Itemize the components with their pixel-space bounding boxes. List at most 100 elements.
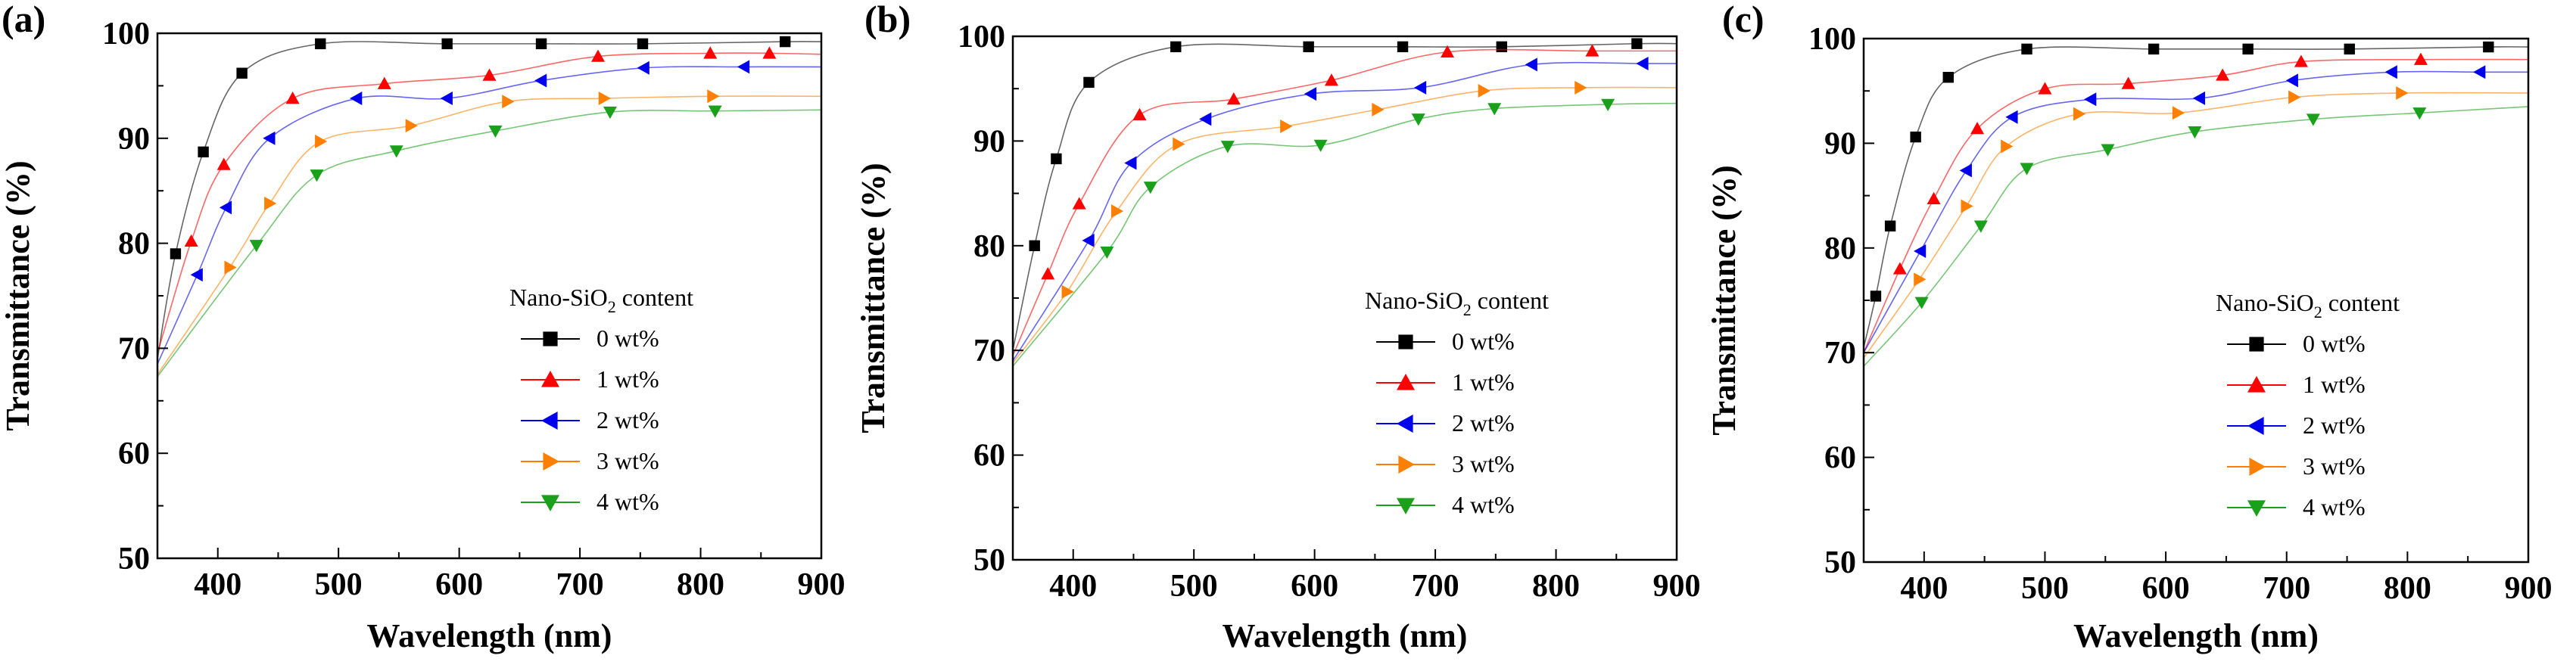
data-point-0-2 bbox=[236, 67, 248, 79]
data-point-2-6 bbox=[1636, 56, 1649, 70]
x-tick-label: 800 bbox=[2384, 571, 2431, 606]
series-line-4 bbox=[1013, 102, 1677, 367]
chart-panel-b: 400 500 600 700 800 900 50 60 70 80 90 100 Wavelengt… bbox=[855, 0, 1701, 654]
legend-title-subscript: 2 bbox=[1463, 300, 1472, 319]
data-point-2-4 bbox=[440, 92, 453, 106]
data-point-0-4 bbox=[441, 38, 453, 50]
series-line-3 bbox=[1864, 92, 2528, 359]
x-tick-label: 700 bbox=[1412, 569, 1459, 604]
x-tick-label: 500 bbox=[1170, 569, 1218, 604]
legend-label-1: 1 wt% bbox=[2303, 371, 2366, 398]
data-point-1-2 bbox=[1132, 107, 1147, 120]
data-point-3-5 bbox=[2288, 90, 2301, 104]
data-point-2-1 bbox=[1959, 163, 1972, 178]
data-point-1-2 bbox=[1970, 122, 1985, 135]
y-axis-label: Transmittance (%) bbox=[1705, 165, 1743, 435]
legend-marker-0 bbox=[543, 331, 558, 346]
legend: Nano-SiO2 content 0 wt% 1 wt% 2 wt% 3 wt% 4 w… bbox=[2216, 289, 2400, 520]
series-line-1 bbox=[1013, 48, 1677, 356]
legend-marker-3 bbox=[543, 452, 559, 471]
series-line-0 bbox=[157, 41, 821, 359]
legend-title-rest: content bbox=[2322, 289, 2400, 316]
data-point-3-6 bbox=[1575, 80, 1587, 95]
series-line-1 bbox=[157, 52, 821, 354]
data-point-4-6 bbox=[2412, 107, 2427, 120]
data-point-3-6 bbox=[2396, 85, 2409, 100]
x-tick-label: 700 bbox=[556, 567, 604, 602]
series-line-1 bbox=[1864, 58, 2528, 353]
data-point-0-4 bbox=[1303, 41, 1314, 53]
series-line-3 bbox=[1013, 86, 1677, 364]
y-tick-label: 70 bbox=[118, 331, 150, 366]
x-tick-label: 400 bbox=[194, 567, 241, 602]
x-tick-label: 400 bbox=[1900, 571, 1948, 606]
data-point-3-1 bbox=[264, 196, 277, 210]
series-line-2 bbox=[1864, 70, 2528, 353]
data-point-4-3 bbox=[1313, 139, 1328, 152]
data-point-4-5 bbox=[1487, 103, 1502, 116]
data-point-4-4 bbox=[2188, 126, 2202, 139]
data-point-2-5 bbox=[2285, 73, 2298, 88]
y-tick-label: 80 bbox=[118, 227, 150, 262]
data-point-1-4 bbox=[1324, 73, 1338, 86]
data-point-1-6 bbox=[2294, 54, 2308, 67]
data-point-2-0 bbox=[190, 268, 203, 282]
legend-marker-2 bbox=[1397, 415, 1413, 433]
data-point-1-1 bbox=[1072, 197, 1086, 210]
data-point-2-1 bbox=[1124, 156, 1137, 170]
data-point-2-4 bbox=[2192, 91, 2205, 105]
data-point-0-3 bbox=[315, 38, 326, 50]
data-point-4-4 bbox=[1411, 113, 1425, 126]
legend-title-main: Nano-SiO bbox=[509, 284, 608, 311]
data-point-1-3 bbox=[377, 76, 391, 89]
plot-frame bbox=[156, 32, 823, 560]
data-point-1-5 bbox=[2216, 68, 2230, 81]
data-point-4-0 bbox=[1100, 246, 1114, 259]
series-line-2 bbox=[157, 66, 821, 365]
data-point-4-5 bbox=[708, 105, 722, 118]
data-point-2-3 bbox=[2084, 92, 2097, 107]
y-tick-label: 90 bbox=[973, 124, 1005, 159]
data-point-0-0 bbox=[170, 248, 182, 259]
legend-title-main: Nano-SiO bbox=[2216, 289, 2314, 316]
data-point-2-1 bbox=[219, 200, 232, 215]
legend-label-4: 4 wt% bbox=[1452, 491, 1515, 518]
y-tick-label: 50 bbox=[973, 543, 1005, 578]
data-point-2-0 bbox=[1914, 244, 1927, 258]
y-tick-label: 50 bbox=[118, 542, 150, 576]
data-point-1-0 bbox=[1892, 262, 1907, 275]
y-tick-label: 80 bbox=[973, 229, 1005, 264]
legend-title-subscript: 2 bbox=[2314, 303, 2322, 322]
data-point-4-4 bbox=[603, 106, 617, 120]
y-tick-label: 80 bbox=[1824, 231, 1856, 266]
data-point-0-5 bbox=[2148, 43, 2160, 55]
data-point-3-4 bbox=[502, 95, 515, 109]
data-point-0-2 bbox=[1910, 131, 1921, 143]
data-point-1-2 bbox=[285, 92, 300, 104]
panel-label: (a) bbox=[2, 0, 45, 40]
chart-panel-c: 400 500 600 700 800 900 50 60 70 80 90 100 Wavelengt… bbox=[1705, 0, 2553, 654]
legend-marker-3 bbox=[2249, 458, 2266, 476]
x-tick-label: 900 bbox=[1653, 569, 1701, 604]
plot-frame bbox=[1862, 37, 2530, 564]
data-point-0-5 bbox=[535, 38, 547, 50]
x-tick-label: 500 bbox=[315, 567, 363, 602]
y-axis-label: Transmittance (%) bbox=[0, 160, 36, 430]
legend-marker-0 bbox=[2249, 337, 2264, 352]
data-point-3-5 bbox=[1478, 83, 1490, 98]
data-point-3-4 bbox=[2172, 106, 2185, 120]
data-point-0-1 bbox=[198, 146, 209, 158]
data-point-3-0 bbox=[224, 260, 237, 275]
legend-label-0: 0 wt% bbox=[596, 325, 659, 352]
data-point-3-1 bbox=[1110, 204, 1124, 219]
x-tick-label: 900 bbox=[2505, 571, 2553, 606]
data-point-1-6 bbox=[703, 46, 718, 59]
x-tick-label: 700 bbox=[2263, 571, 2310, 606]
x-tick-label: 900 bbox=[798, 567, 846, 602]
data-point-3-3 bbox=[405, 119, 418, 133]
legend-title-main: Nano-SiO bbox=[1365, 287, 1463, 314]
data-point-2-2 bbox=[263, 131, 276, 145]
data-point-4-5 bbox=[2306, 113, 2320, 126]
data-point-1-3 bbox=[2038, 82, 2052, 95]
data-point-0-8 bbox=[2483, 41, 2494, 53]
